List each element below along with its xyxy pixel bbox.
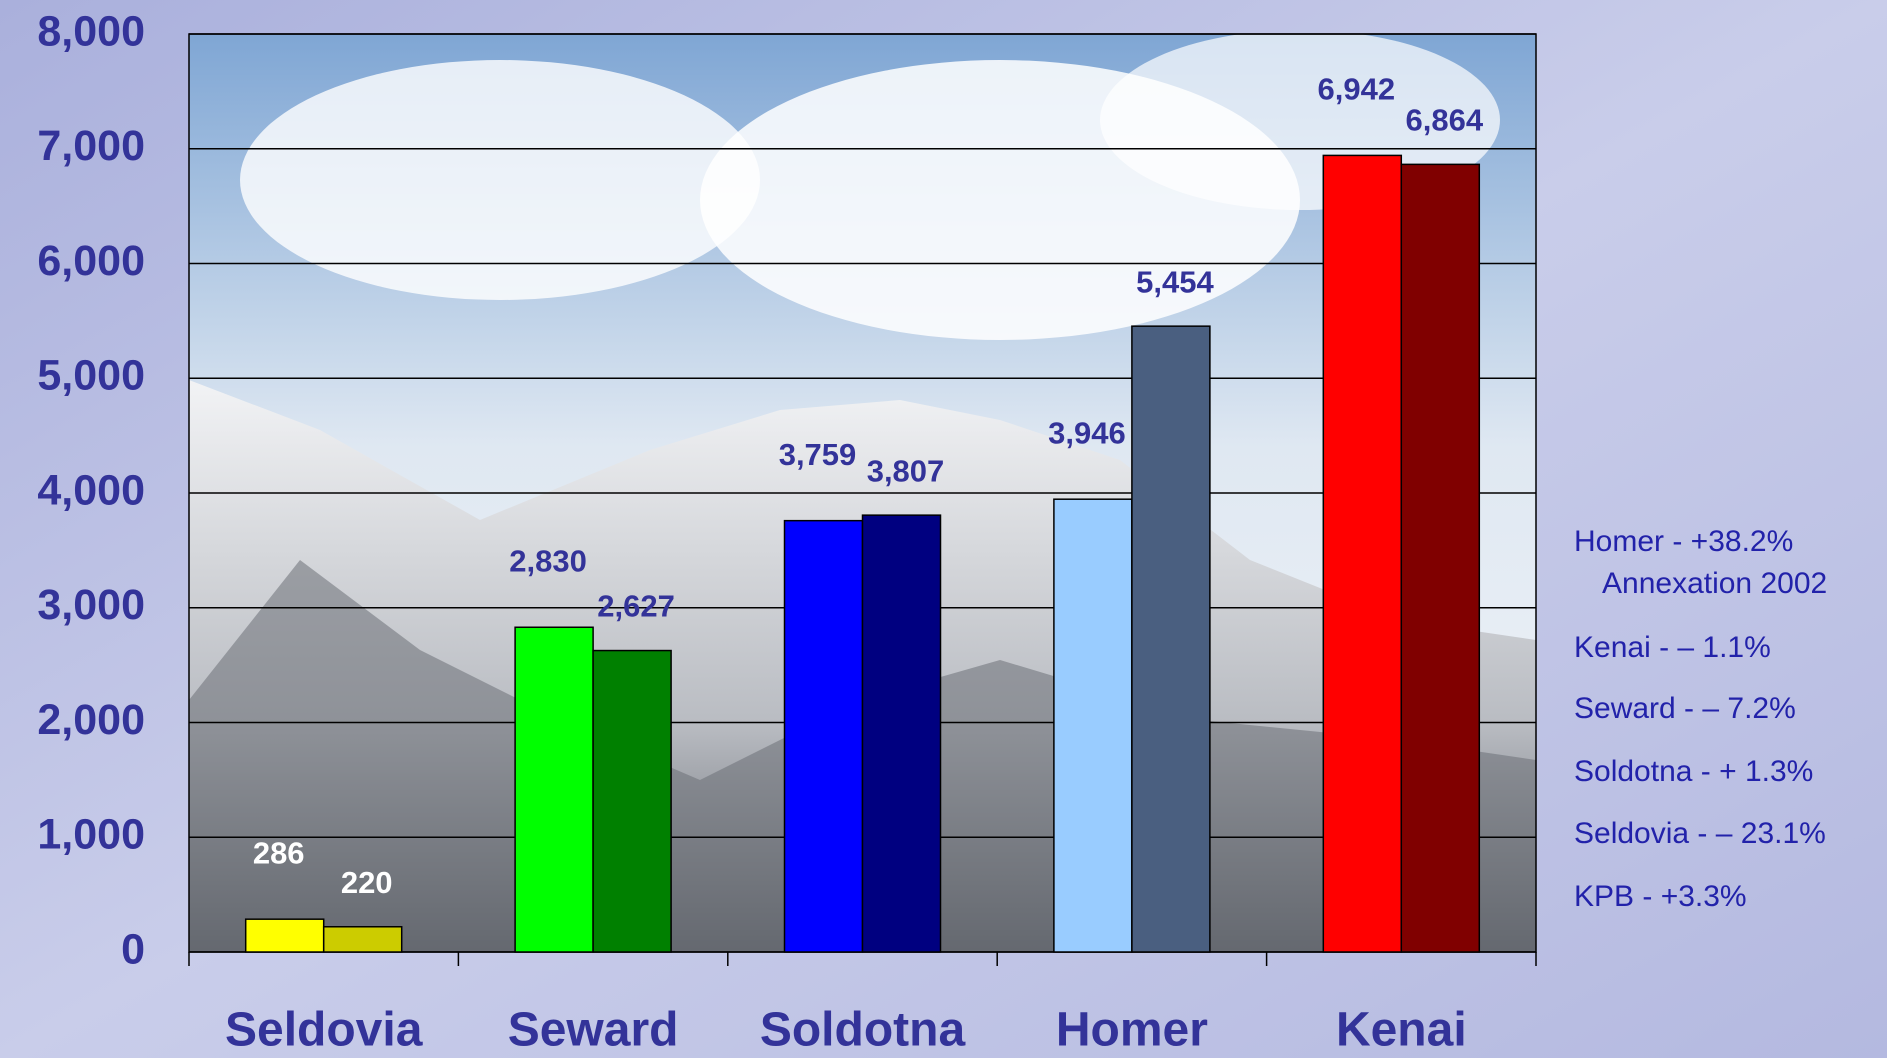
bar [1401,164,1479,952]
bar [324,927,402,952]
y-tick-label: 7,000 [37,122,145,170]
annotation: KPB - +3.3% [1574,880,1747,913]
chart: Homer - +38.2% Annexation 2002 Kenai - – 1… [0,0,1887,1058]
y-tick-label: 2,000 [37,696,145,744]
y-tick-label: 5,000 [37,352,145,400]
x-tick-label: Homer [1056,1004,1208,1057]
value-label: 3,946 [1048,415,1126,450]
value-label: 3,759 [779,437,857,472]
y-tick-label: 6,000 [37,237,145,285]
annotation: Seldovia - – 23.1% [1574,817,1826,850]
y-tick-label: 1,000 [37,811,145,859]
y-tick-label: 3,000 [37,581,145,629]
annotation: Soldotna - + 1.3% [1574,755,1813,788]
value-label: 220 [341,865,393,900]
x-tick-label: Seldovia [225,1004,423,1057]
bar [785,521,863,952]
value-label: 2,627 [597,589,675,624]
annotation: Kenai - – 1.1% [1574,631,1771,664]
bar [863,515,941,952]
x-tick-label: Seward [508,1004,679,1057]
value-label: 2,830 [509,543,587,578]
value-label: 5,454 [1136,264,1214,299]
value-label: 6,942 [1318,72,1396,107]
x-tick-label: Soldotna [760,1004,966,1057]
bar [593,651,671,952]
y-tick-label: 8,000 [37,7,145,55]
y-tick-label: 4,000 [37,466,145,514]
value-label: 3,807 [867,453,945,488]
bar [1054,499,1132,952]
bar [246,919,324,952]
bar [1323,155,1401,952]
value-label: 6,864 [1406,103,1484,138]
value-label: 286 [253,835,305,870]
x-tick-label: Kenai [1336,1004,1467,1057]
bar [515,627,593,952]
annotation: Homer - +38.2% [1574,525,1793,558]
y-tick-label: 0 [121,925,145,973]
annotation: Seward - – 7.2% [1574,692,1796,725]
bar [1132,326,1210,952]
annotation: Annexation 2002 [1602,567,1827,600]
